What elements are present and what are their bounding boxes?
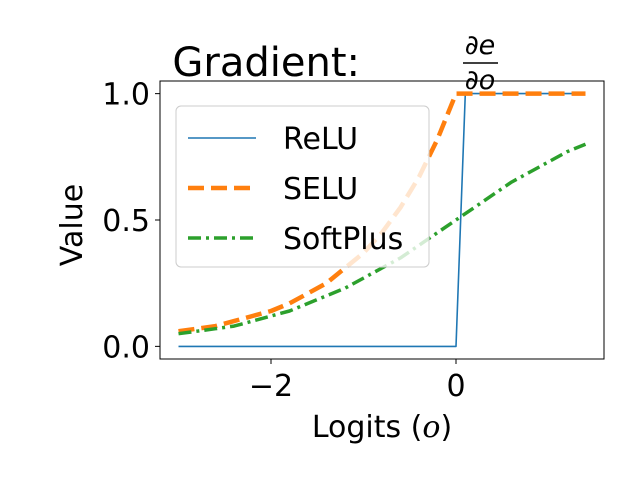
- legend-box: [175, 105, 430, 268]
- x-axis-label-close: ): [440, 410, 452, 445]
- x-axis-label-text: Logits (: [312, 410, 423, 445]
- y-tick-label: 0.5: [102, 204, 150, 239]
- series-line-softplus: [178, 142, 587, 336]
- x-tick-label: −2: [249, 369, 293, 404]
- x-axis-label-variable: o: [422, 410, 440, 445]
- tick-layer: −2 0 0.0 0.5 1.0: [102, 78, 465, 404]
- series-line-relu: [178, 92, 586, 348]
- x-tick-label: 0: [446, 369, 465, 404]
- legend: ReLU SELU SoftPlus: [175, 105, 430, 268]
- chart-title-numerator: ∂e: [465, 30, 496, 61]
- y-tick-label: 1.0: [102, 78, 150, 113]
- x-axis-label: Logits (o): [312, 410, 452, 445]
- chart-title-prefix: Gradient:: [172, 40, 360, 86]
- legend-label-softplus: SoftPlus: [283, 222, 403, 257]
- y-axis-label: Value: [55, 184, 90, 266]
- legend-label-relu: ReLU: [283, 122, 358, 157]
- y-tick-label: 0.0: [102, 330, 150, 365]
- legend-label-selu: SELU: [283, 172, 358, 207]
- chart-title: Gradient: ∂e ∂o: [172, 30, 498, 96]
